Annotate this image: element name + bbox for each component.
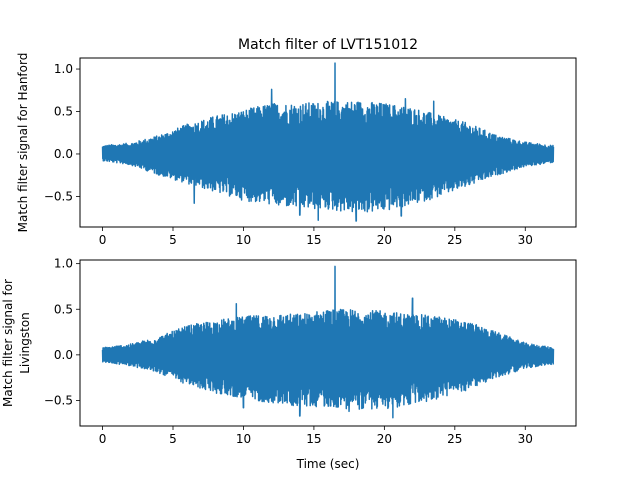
y-tick-label: 0.5 [54,105,73,119]
y-tick-label: 0.5 [54,302,73,316]
y-axis-label: Match filter signal for Hanford [16,53,30,233]
x-tick-label: 30 [518,432,533,446]
livingston-plot: 0 5 10 15 20 25 30 −0.5 0.0 0.5 1.0 Time (sec) Mat… [1,257,577,471]
axes-frame [79,259,577,427]
y-tick-label: 0.0 [54,147,73,161]
x-tick-label: 25 [447,432,462,446]
chart-title: Match filter of LVT151012 [238,37,418,53]
axes-frame [79,57,577,228]
x-tick-label: 15 [306,233,321,247]
y-tick-label: 1.0 [54,257,73,271]
x-tick-label: 5 [169,432,177,446]
x-tick-label: 10 [236,233,251,247]
y-axis-label-line-1: Match filter signal for [1,279,15,407]
y-axis-label-line-2: Livingston [18,312,32,374]
y-tick-label: 1.0 [54,62,73,76]
x-axis-label: Time (sec) [296,457,360,471]
x-tick-label: 10 [236,432,251,446]
y-tick-label: −0.5 [44,189,73,203]
hanford-plot: Match filter of LVT151012 0 5 10 15 20 25 30 −0… [16,37,577,247]
series-line [101,265,555,419]
x-tick-label: 20 [377,233,392,247]
y-tick-label: 0.0 [54,348,73,362]
series-line [101,62,555,222]
x-tick-label: 30 [518,233,533,247]
x-tick-label: 0 [99,432,107,446]
x-tick-label: 20 [377,432,392,446]
x-tick-label: 5 [169,233,177,247]
x-tick-label: 15 [306,432,321,446]
x-tick-label: 0 [99,233,107,247]
x-tick-label: 25 [447,233,462,247]
y-tick-label: −0.5 [44,393,73,407]
